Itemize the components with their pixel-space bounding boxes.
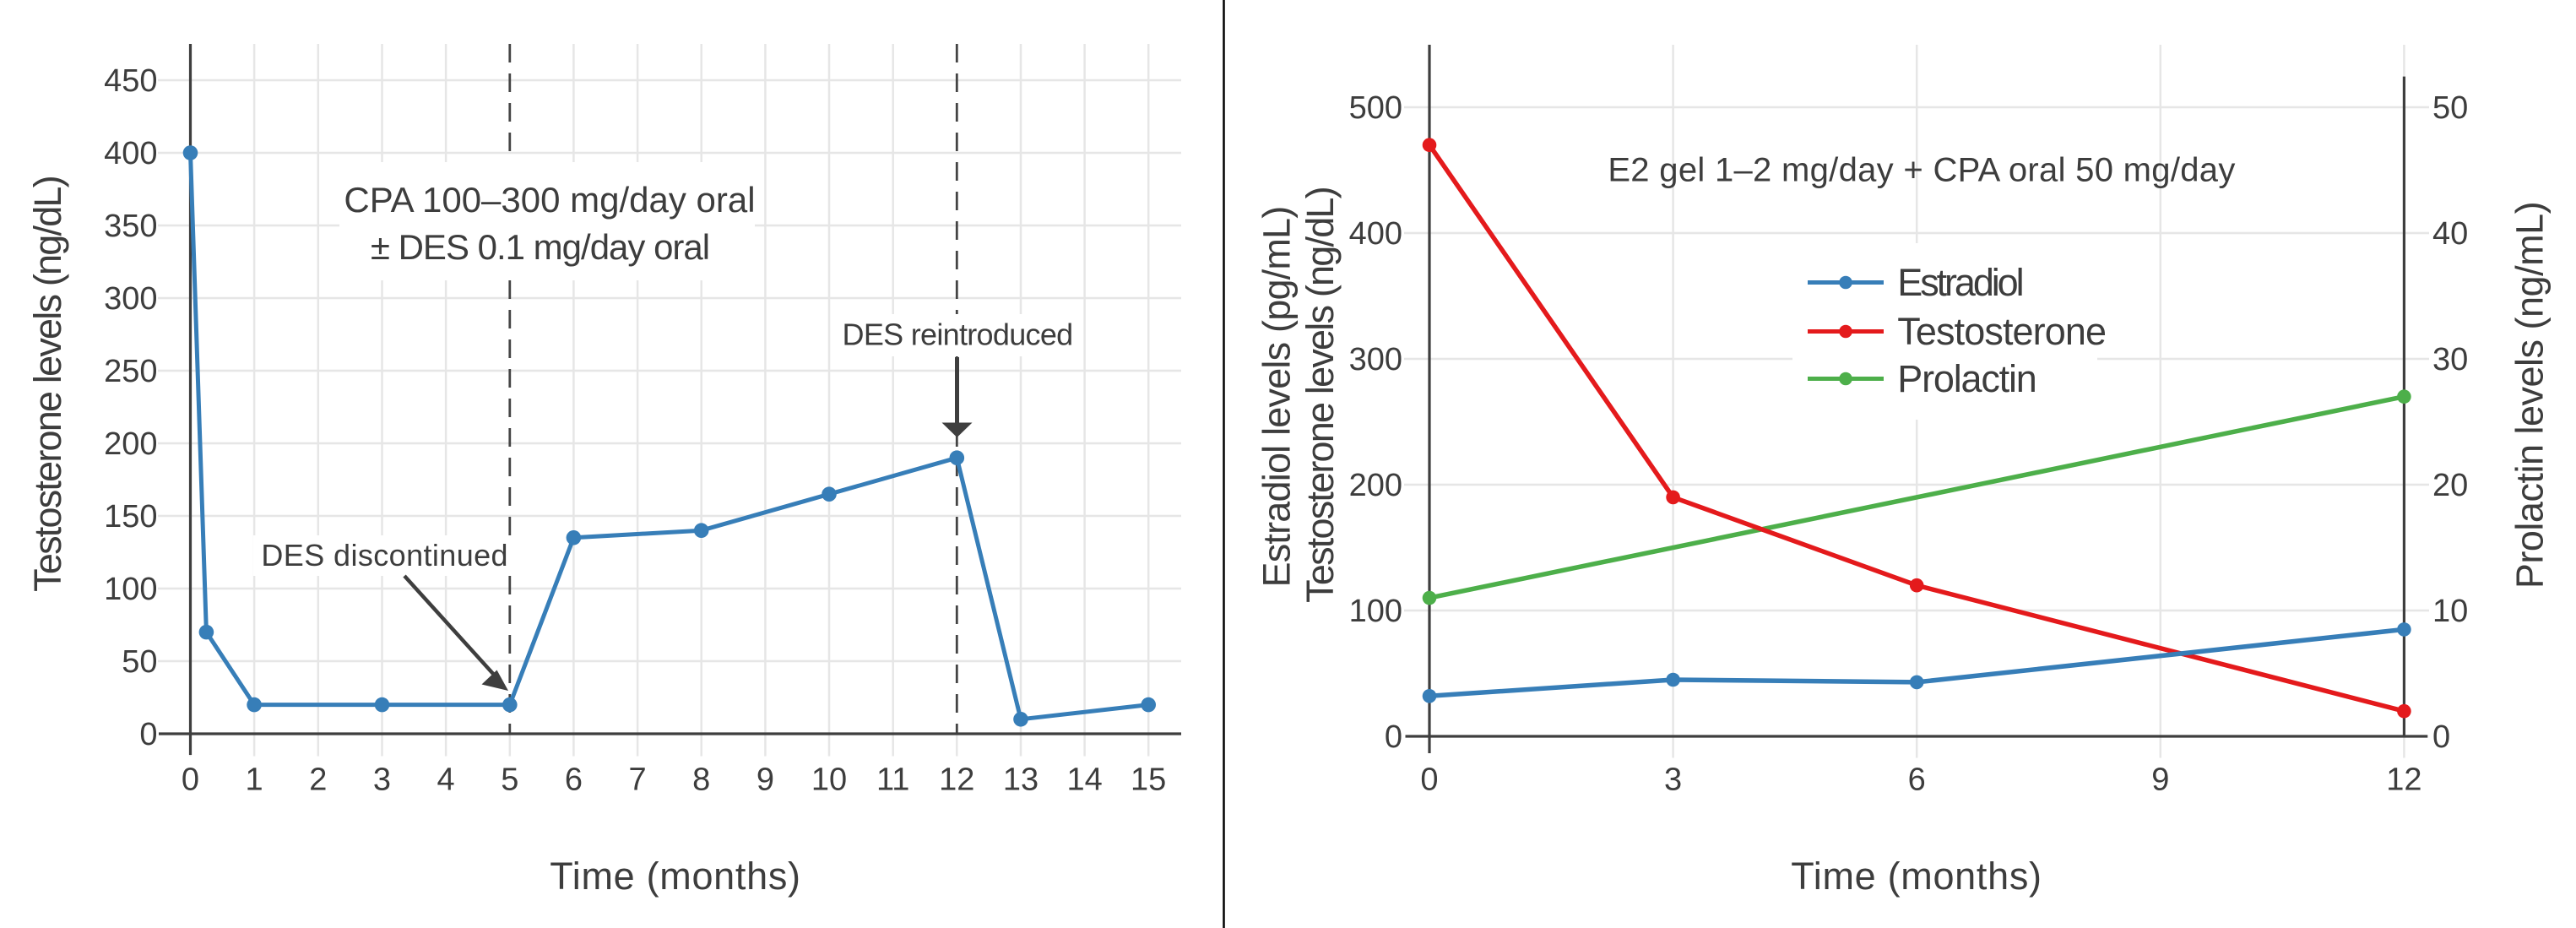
svg-text:9: 9 [2151,762,2169,798]
svg-text:40: 40 [2432,216,2468,252]
svg-text:8: 8 [692,762,710,798]
svg-text:0: 0 [139,717,157,752]
svg-text:300: 300 [1349,342,1402,377]
svg-text:6: 6 [1908,762,1926,798]
svg-text:Testosterone levels (ng/dL): Testosterone levels (ng/dL) [1299,187,1342,603]
svg-text:20: 20 [2432,468,2468,503]
svg-text:100: 100 [1349,594,1402,629]
svg-text:50: 50 [122,644,157,680]
svg-text:400: 400 [1349,216,1402,252]
svg-text:3: 3 [373,762,391,798]
svg-text:CPA 100–300 mg/day oral: CPA 100–300 mg/day oral [344,180,755,220]
svg-text:Prolactin: Prolactin [1897,357,2036,400]
svg-text:13: 13 [1003,762,1039,798]
svg-text:50: 50 [2432,90,2468,126]
svg-text:Prolactin levels (ng/mL): Prolactin levels (ng/mL) [2508,202,2552,589]
svg-text:2: 2 [309,762,327,798]
svg-text:450: 450 [104,63,157,99]
svg-text:400: 400 [104,136,157,171]
svg-text:Time (months): Time (months) [550,855,800,898]
svg-text:11: 11 [876,762,909,798]
svg-text:Testosterone levels (ng/dL): Testosterone levels (ng/dL) [26,176,69,592]
svg-text:6: 6 [565,762,583,798]
svg-text:0: 0 [2432,719,2450,755]
svg-text:DES reintroduced: DES reintroduced [843,317,1073,352]
svg-text:± DES 0.1 mg/day oral: ± DES 0.1 mg/day oral [371,227,709,267]
svg-text:10: 10 [2432,594,2468,629]
svg-text:100: 100 [104,572,157,607]
svg-text:9: 9 [757,762,774,798]
svg-text:200: 200 [1349,468,1402,503]
svg-text:10: 10 [811,762,847,798]
svg-text:150: 150 [104,499,157,535]
svg-text:DES discontinued: DES discontinued [261,538,508,573]
svg-text:0: 0 [1385,719,1402,755]
svg-text:0: 0 [182,762,199,798]
svg-text:500: 500 [1349,90,1402,126]
svg-text:12: 12 [939,762,974,798]
svg-text:0: 0 [1420,762,1438,798]
svg-text:Time (months): Time (months) [1791,855,2042,898]
svg-text:Estradiol levels (pg/mL): Estradiol levels (pg/mL) [1255,207,1299,588]
svg-text:15: 15 [1131,762,1166,798]
svg-text:7: 7 [629,762,647,798]
svg-text:350: 350 [104,209,157,244]
svg-text:Estradiol: Estradiol [1897,261,2021,304]
svg-text:5: 5 [501,762,518,798]
svg-text:14: 14 [1066,762,1102,798]
svg-text:300: 300 [104,281,157,317]
svg-text:Testosterone: Testosterone [1897,310,2106,353]
svg-text:250: 250 [104,354,157,389]
svg-text:12: 12 [2386,762,2421,798]
svg-text:30: 30 [2432,342,2468,377]
svg-text:4: 4 [437,762,455,798]
svg-text:200: 200 [104,426,157,462]
svg-text:3: 3 [1664,762,1682,798]
svg-text:1: 1 [246,762,263,798]
svg-text:E2 gel 1–2 mg/day + CPA oral 5: E2 gel 1–2 mg/day + CPA oral 50 mg/day [1608,151,2235,188]
